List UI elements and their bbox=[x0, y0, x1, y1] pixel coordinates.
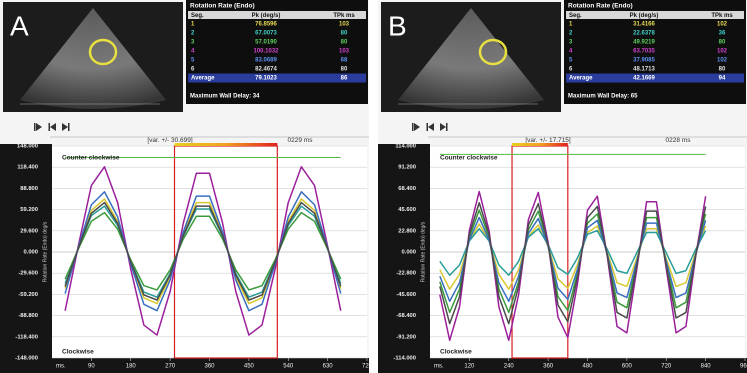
table-cell: 63.7035 bbox=[633, 49, 655, 55]
table-cell: 80 bbox=[341, 31, 348, 37]
y-tick-label: -88.800 bbox=[18, 313, 38, 319]
table-cell: 68 bbox=[341, 58, 348, 64]
x-tick-label: 180 bbox=[126, 364, 137, 370]
y-tick-label: 59.200 bbox=[20, 207, 38, 213]
annotation: Clockwise bbox=[62, 349, 94, 356]
x-tick-label: 360 bbox=[543, 364, 554, 370]
column-header: Pk (deg/s) bbox=[252, 13, 281, 19]
table-cell: 80 bbox=[719, 40, 726, 46]
column-header: TPk ms bbox=[333, 13, 355, 19]
table-cell: 80 bbox=[341, 67, 348, 73]
column-header: Seg. bbox=[569, 13, 582, 19]
table-cell: 67.0073 bbox=[255, 31, 277, 37]
y-tick-label: -118.400 bbox=[15, 334, 38, 340]
y-tick-label: -29.600 bbox=[18, 271, 38, 277]
table-cell: 102 bbox=[717, 22, 728, 28]
column-header: Pk (deg/s) bbox=[630, 13, 659, 19]
x-axis-label: ms. bbox=[434, 364, 444, 370]
table-cell: 86 bbox=[341, 76, 348, 82]
average-row bbox=[188, 74, 366, 83]
table-cell: 102 bbox=[717, 49, 728, 55]
table-cell: 103 bbox=[339, 49, 350, 55]
y-axis-label: Rotation Rate (Endo) deg/s bbox=[420, 221, 426, 282]
y-tick-label: 91.200 bbox=[398, 165, 416, 171]
table-cell: 83.0689 bbox=[255, 58, 277, 64]
header-right: 0228 ms bbox=[666, 137, 692, 144]
table-cell: 42.1669 bbox=[633, 76, 655, 82]
y-tick-label: 148.000 bbox=[17, 144, 38, 150]
x-tick-label: 720 bbox=[661, 364, 672, 370]
x-tick-label: 480 bbox=[582, 364, 593, 370]
table-title: Rotation Rate (Endo) bbox=[190, 3, 255, 10]
y-tick-label: -91.200 bbox=[396, 334, 416, 340]
table-cell: 80 bbox=[719, 67, 726, 73]
y-tick-label: -59.200 bbox=[18, 292, 38, 298]
y-tick-label: -68.400 bbox=[396, 313, 416, 319]
x-tick-label: 270 bbox=[165, 364, 176, 370]
table-cell: 48.1713 bbox=[633, 67, 655, 73]
x-tick-label: 120 bbox=[464, 364, 475, 370]
x-tick-label: 960 bbox=[740, 364, 747, 370]
page: {"panels": [ {"label": "A", "table": {"t… bbox=[0, 0, 747, 373]
table-cell: 80 bbox=[341, 40, 348, 46]
y-tick-label: 68.400 bbox=[398, 186, 416, 192]
x-tick-label: 600 bbox=[622, 364, 633, 370]
header-right: 0229 ms bbox=[288, 137, 314, 144]
y-tick-label: 0.000 bbox=[401, 250, 416, 256]
table-title: Rotation Rate (Endo) bbox=[568, 3, 633, 10]
y-tick-label: 29.600 bbox=[20, 228, 38, 234]
table-cell: 79.1023 bbox=[255, 76, 277, 82]
x-tick-label: 840 bbox=[701, 364, 712, 370]
table-cell: 36 bbox=[719, 31, 726, 37]
table-cell: 76.8596 bbox=[255, 22, 277, 28]
table-cell: 102 bbox=[717, 58, 728, 64]
table-cell: 103 bbox=[339, 22, 350, 28]
average-row bbox=[566, 74, 744, 83]
table-cell: 82.4674 bbox=[255, 67, 277, 73]
y-tick-label: 88.800 bbox=[20, 186, 38, 192]
table-footer: Maximum Wall Delay: 65 bbox=[568, 94, 638, 100]
table-cell: 57.0190 bbox=[255, 40, 277, 46]
table-cell: 49.9219 bbox=[633, 40, 655, 46]
y-tick-label: -148.000 bbox=[15, 356, 38, 362]
column-header: Seg. bbox=[191, 13, 204, 19]
annotation: Clockwise bbox=[440, 349, 472, 356]
table-footer: Maximum Wall Delay: 34 bbox=[190, 94, 260, 100]
y-tick-label: 45.600 bbox=[398, 207, 416, 213]
x-tick-label: 360 bbox=[204, 364, 215, 370]
table-cell: Average bbox=[569, 76, 593, 82]
y-tick-label: 0.000 bbox=[23, 250, 38, 256]
column-header: TPk ms bbox=[711, 13, 733, 19]
figure: A Rotation Rate (Endo) Seg. Pk (deg/s) TPk m… bbox=[0, 0, 747, 373]
table-cell: 100.1032 bbox=[253, 49, 279, 55]
y-tick-label: -22.800 bbox=[396, 271, 416, 277]
y-tick-label: 22.800 bbox=[398, 228, 416, 234]
highlight-bar bbox=[175, 143, 278, 146]
x-tick-label: 630 bbox=[323, 364, 334, 370]
x-tick-label: 450 bbox=[244, 364, 255, 370]
highlight-bar bbox=[512, 143, 568, 146]
table-cell: 31.4166 bbox=[633, 22, 655, 28]
table-cell: 22.6378 bbox=[633, 31, 655, 37]
y-tick-label: 118.400 bbox=[17, 165, 38, 171]
table-cell: 37.9085 bbox=[633, 58, 655, 64]
y-tick-label: 114.000 bbox=[395, 144, 416, 150]
panel-label: B bbox=[388, 10, 407, 41]
annotation: Counter clockwise bbox=[62, 155, 120, 162]
panel-label: A bbox=[10, 10, 29, 41]
y-tick-label: -45.600 bbox=[396, 292, 416, 298]
y-axis-label: Rotation Rate (Endo) deg/s bbox=[42, 221, 48, 282]
table-cell: Average bbox=[191, 76, 215, 82]
x-tick-label: 90 bbox=[88, 364, 95, 370]
table-cell: 94 bbox=[719, 76, 726, 82]
x-tick-label: 240 bbox=[504, 364, 515, 370]
y-tick-label: -114.000 bbox=[393, 356, 416, 362]
annotation: Counter clockwise bbox=[440, 155, 498, 162]
x-axis-label: ms. bbox=[56, 364, 66, 370]
x-tick-label: 720 bbox=[362, 364, 373, 370]
x-tick-label: 540 bbox=[283, 364, 294, 370]
